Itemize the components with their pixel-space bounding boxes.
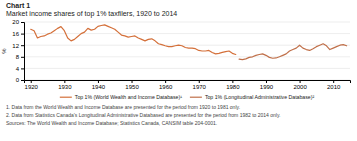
tick-mark: [199, 80, 200, 83]
grid-line: [24, 68, 350, 69]
tick-mark: [98, 80, 99, 83]
tick-label: 1940: [92, 84, 106, 90]
tick: 1970: [193, 80, 207, 90]
tick: 1940: [92, 80, 106, 90]
tick-label: 1970: [193, 84, 207, 90]
y-axis-label: %: [1, 48, 7, 54]
legend-swatch: [60, 97, 72, 98]
tick-mark: [21, 22, 24, 23]
footnote: 2. Data from Statistics Canada’s Longitu…: [6, 112, 280, 118]
subtitle: Market income shares of top 1% taxfilers…: [6, 10, 177, 18]
axis-line: [25, 81, 351, 84]
tick: 4: [16, 66, 24, 72]
tick-mark: [232, 80, 233, 83]
tick: 12: [12, 43, 24, 49]
tick-label: 1930: [58, 84, 72, 90]
grid-line: [24, 22, 350, 23]
tick: 2000: [293, 80, 307, 90]
tick-label: 1980: [226, 84, 240, 90]
legend-label: Top 1% (Longitudinal Administrative Data…: [205, 94, 315, 100]
x-axis: 1920 1930 1940 1950 1960 1970 1980 1990 2000 2010: [25, 80, 351, 90]
tick-label: 1920: [25, 84, 39, 90]
tick-label: 2010: [327, 84, 341, 90]
tick: 1980: [226, 80, 240, 90]
tick: 0: [16, 77, 24, 83]
tick-label: 20: [12, 19, 19, 25]
tick: 16: [12, 31, 24, 37]
tick-label: 1990: [260, 84, 274, 90]
footnote: Sources: The World Wealth and Income Dat…: [6, 120, 217, 126]
legend: Top 1% (World Wealth and Income Database…: [60, 94, 315, 100]
tick-mark: [21, 80, 24, 81]
tick: 8: [16, 54, 24, 60]
plot-area: 1920 1930 1940 1950 1960 1970 1980 1990 2000 2010…: [12, 19, 350, 90]
tick: 1950: [125, 80, 139, 90]
grid-line: [24, 45, 350, 46]
legend-swatch: [190, 97, 202, 98]
tick: 2010: [327, 80, 341, 90]
tick-label: 1960: [159, 84, 173, 90]
series-line: [239, 44, 347, 60]
tick-label: 12: [12, 43, 19, 49]
tick-mark: [64, 80, 65, 83]
tick-label: 4: [16, 66, 20, 72]
axis-line: [21, 23, 25, 81]
tick: 1930: [58, 80, 72, 90]
tick: 1920: [25, 80, 39, 90]
tick-label: 16: [12, 31, 19, 37]
tick-mark: [333, 80, 334, 83]
tick-label: 0: [16, 77, 20, 83]
tick-label: 1950: [125, 84, 139, 90]
y-axis: 0 4 8 12 16 20: [12, 19, 24, 83]
tick-label: 2000: [293, 84, 307, 90]
footnote: 1. Data from the World Wealth and Income…: [6, 104, 240, 110]
tick-label: 8: [16, 54, 20, 60]
title: Chart 1: [6, 2, 30, 9]
tick-mark: [132, 80, 133, 83]
legend-item: Top 1% (Longitudinal Administrative Data…: [190, 94, 315, 100]
tick: 1990: [260, 80, 274, 90]
lines: [31, 25, 347, 60]
tick: 1960: [159, 80, 173, 90]
tick-mark: [21, 68, 24, 69]
tick-mark: [165, 80, 166, 83]
tick: 20: [12, 19, 24, 25]
tick-mark: [21, 34, 24, 35]
legend-label: Top 1% (World Wealth and Income Database…: [75, 94, 182, 100]
tick-mark: [21, 45, 24, 46]
tick-mark: [300, 80, 301, 83]
series-line: [31, 25, 236, 55]
chart: Chart 1Market income shares of top 1% ta…: [0, 0, 357, 141]
grid: [24, 22, 350, 80]
legend-item: Top 1% (World Wealth and Income Database…: [60, 94, 182, 100]
grid-line: [24, 56, 350, 57]
tick-mark: [31, 80, 32, 83]
tick-mark: [21, 57, 24, 58]
tick-mark: [266, 80, 267, 83]
grid-line: [24, 33, 350, 34]
